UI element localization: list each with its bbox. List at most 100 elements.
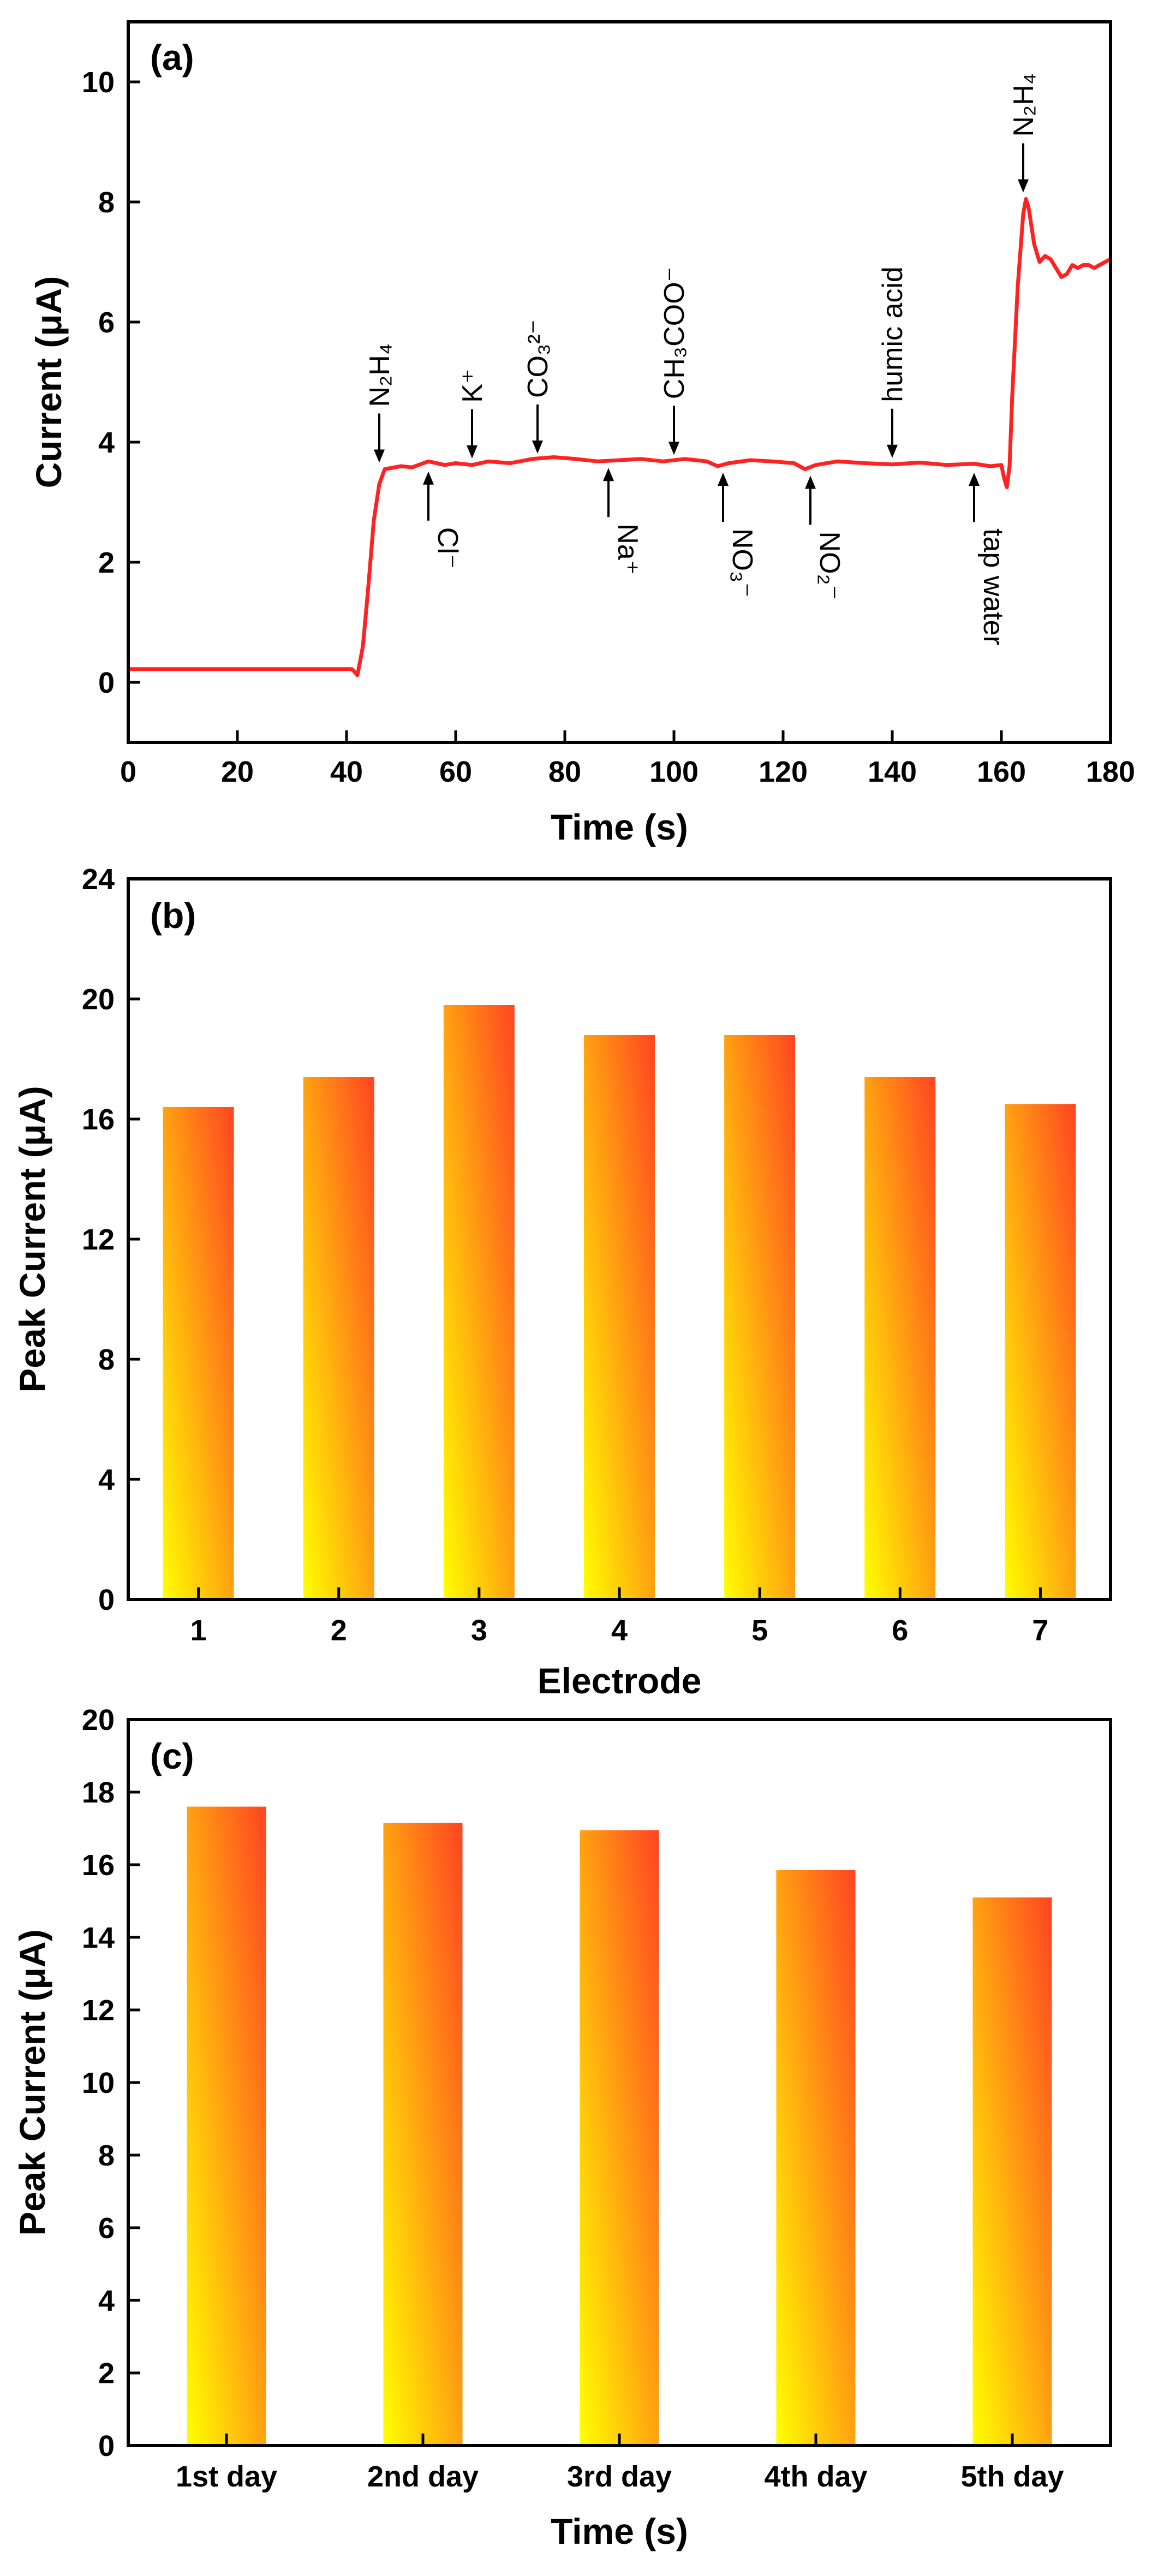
panel-c-y-tick-label: 8	[98, 2139, 115, 2172]
panel-b-x-tick-label: 4	[611, 1614, 628, 1647]
panel-a-annotation-label: NO₂⁻	[814, 532, 845, 600]
panel-a-annotation-arrowhead	[969, 473, 980, 486]
panel-c-x-tick-label: 3rd day	[567, 2460, 672, 2493]
panel-c-x-tick-label: 5th day	[960, 2460, 1064, 2493]
panel-a-y-tick-label: 4	[98, 426, 115, 459]
panel-a-y-tick-label: 10	[82, 66, 115, 99]
panel-c-x-tick-label: 2nd day	[367, 2460, 479, 2493]
panel-a-x-tick-label: 100	[649, 755, 699, 788]
panel-a-annotation-arrowhead	[718, 473, 729, 486]
panel-c-y-tick-label: 18	[82, 1776, 115, 1809]
panel-c-y-tick-label: 16	[82, 1849, 115, 1882]
panel-a-line-chart: (a) N₂H₄ Cl⁻ K⁺ CO₃²⁻ Na⁺ CH₃COO⁻ NO₃⁻ NO₂⁻ humi…	[28, 20, 1135, 847]
panel-c-label: (c)	[150, 1736, 194, 1776]
panel-a-annotation: Na⁺	[603, 468, 643, 575]
panel-a-ticks: 0 20 40 60 80 100 120 140 160 180 0 2 4 6 8 10	[82, 66, 1135, 788]
panel-a-y-axis-title: Current (μA)	[28, 276, 69, 489]
panel-a-x-tick-label: 180	[1086, 755, 1135, 788]
panel-c-bar-chart: (c) 0 2 4 6 8 10 12 14 16 18 20 1st day 2nd day 3rd d…	[12, 1704, 1112, 2551]
panel-a-annotation-label: NO₃⁻	[726, 528, 758, 598]
panel-a-annotation: N₂H₄	[1008, 73, 1040, 193]
panel-a-x-tick-label: 0	[120, 755, 136, 788]
panel-b-y-tick-label: 20	[82, 983, 115, 1016]
panel-b-y-tick-label: 12	[82, 1223, 115, 1256]
panel-a-marks: N₂H₄ Cl⁻ K⁺ CO₃²⁻ Na⁺ CH₃COO⁻ NO₃⁻ NO₂⁻ humic ac…	[128, 73, 1112, 677]
panel-c-x-tick-label: 4th day	[764, 2460, 867, 2493]
panel-c-y-tick-label: 12	[82, 1994, 115, 2027]
panel-a-y-tick-label: 0	[98, 667, 115, 699]
panel-b-bar	[584, 1035, 655, 1599]
panel-a-annotation-arrowhead	[668, 442, 679, 455]
panel-b-x-tick-label: 5	[751, 1614, 768, 1647]
panel-a-x-tick-label: 60	[439, 755, 472, 788]
panel-a-annotation-arrowhead	[467, 445, 477, 459]
panel-a-annotation-label: CO₃²⁻	[522, 319, 554, 398]
panel-b-x-tick-label: 6	[892, 1614, 908, 1647]
panel-a-frame	[127, 20, 1112, 744]
panel-a-x-tick-label: 20	[221, 755, 254, 788]
panel-a-x-tick-label: 80	[548, 755, 581, 788]
panel-a-series-line	[128, 197, 1112, 677]
panel-b-marks	[163, 1005, 1076, 1599]
panel-a-annotation-label: Cl⁻	[432, 527, 463, 569]
panel-a-x-axis-title: Time (s)	[551, 807, 688, 847]
panel-a-annotation-arrowhead	[1018, 179, 1029, 193]
panel-b-label: (b)	[150, 895, 196, 936]
panel-b-bar	[724, 1035, 796, 1599]
panel-b-bar	[864, 1077, 936, 1599]
panel-a-annotation-arrowhead	[423, 471, 434, 485]
panel-c-x-tick-label: 1st day	[176, 2460, 277, 2493]
panel-c-y-tick-label: 10	[82, 2067, 115, 2099]
panel-a-annotation-label: humic acid	[877, 266, 909, 402]
panel-b-y-tick-label: 0	[98, 1584, 115, 1616]
panel-a-y-tick-label: 2	[98, 546, 115, 579]
panel-a-annotation-label: Na⁺	[612, 523, 643, 575]
panel-a-x-tick-label: 120	[759, 755, 808, 788]
panel-b-y-axis-title: Peak Current (μA)	[12, 1086, 52, 1392]
panel-c-y-tick-label: 14	[82, 1921, 115, 1954]
panel-b-bar	[303, 1077, 374, 1599]
panel-c-bar	[776, 1870, 856, 2446]
panel-a-annotation: K⁺	[457, 369, 488, 459]
panel-a-annotation: NO₂⁻	[805, 475, 845, 600]
panel-c-y-tick-label: 0	[98, 2430, 115, 2462]
panel-c-ticks: 0 2 4 6 8 10 12 14 16 18 20 1st day 2nd day 3rd day 4t…	[82, 1704, 1064, 2493]
panel-a-annotation-label: CH₃COO⁻	[659, 267, 690, 399]
panel-b-x-tick-label: 7	[1032, 1614, 1048, 1647]
panel-b-y-tick-label: 4	[98, 1463, 115, 1496]
panel-a-y-tick-label: 8	[98, 186, 115, 219]
panel-c-bar	[383, 1823, 463, 2446]
panel-a-x-tick-label: 160	[977, 755, 1026, 788]
panel-b-bar	[1005, 1104, 1076, 1599]
panel-a-annotation: CO₃²⁻	[522, 319, 554, 454]
panel-a-annotation: humic acid	[877, 266, 909, 458]
panel-a-annotation-arrowhead	[887, 444, 898, 458]
panel-a-annotation-arrowhead	[374, 449, 385, 463]
panel-a-annotation-label: K⁺	[457, 369, 488, 403]
panel-a-annotation: tap water	[969, 473, 1009, 645]
panel-a-y-tick-label: 6	[98, 306, 115, 339]
panel-c-y-tick-label: 6	[98, 2212, 115, 2245]
panel-c-bar	[187, 1806, 266, 2446]
panel-b-y-tick-label: 24	[82, 863, 115, 896]
panel-b-bar	[163, 1107, 234, 1599]
panel-c-bar	[972, 1897, 1052, 2446]
panel-b-x-axis-title: Electrode	[538, 1661, 702, 1701]
panel-a-annotation: Cl⁻	[423, 471, 463, 569]
panel-c-bar	[580, 1830, 659, 2446]
panel-c-marks	[187, 1806, 1052, 2446]
panel-a-annotation-arrowhead	[532, 441, 543, 454]
panel-a-annotation-arrowhead	[603, 468, 614, 481]
panel-b-y-tick-label: 8	[98, 1343, 115, 1376]
panel-a-annotation-label: N₂H₄	[1008, 73, 1040, 137]
panel-a-label: (a)	[150, 37, 194, 78]
panel-b-bar	[443, 1005, 515, 1599]
panel-c-y-axis-title: Peak Current (μA)	[12, 1929, 52, 2235]
panel-c-y-tick-label: 2	[98, 2357, 115, 2390]
panel-c-x-axis-title: Time (s)	[551, 2511, 688, 2551]
panel-b-y-tick-label: 16	[82, 1103, 115, 1136]
panel-b-x-tick-label: 1	[190, 1614, 207, 1647]
panel-a-annotation: NO₃⁻	[718, 473, 758, 598]
